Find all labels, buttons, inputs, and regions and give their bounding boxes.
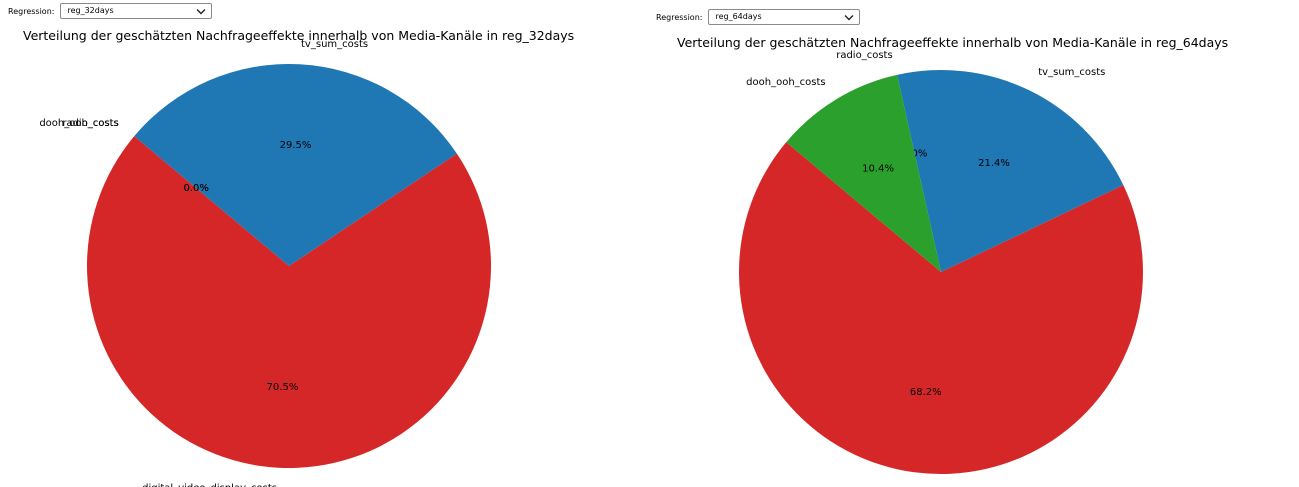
slice-label-tv-sum-costs: tv_sum_costs xyxy=(301,39,368,50)
regression-label: Regression: xyxy=(8,6,55,16)
chart-title: Verteilung der geschätzten Nachfrageeffe… xyxy=(23,28,575,43)
slice-label-dooh-ooh-costs: dooh_ooh_costs xyxy=(39,118,118,129)
pie-slice-tv-sum-costs xyxy=(897,70,1124,272)
chevron-down-icon xyxy=(844,15,854,21)
pie-slice-digital-video-display-costs xyxy=(87,136,491,468)
chart-panel-reg-64days: Regression: reg_64days Verteilung der ge… xyxy=(650,0,1299,487)
slice-label-radio-costs: radio_costs xyxy=(62,118,118,129)
pie-chart: digital_video_display_costs68.2%tv_sum_c… xyxy=(739,50,1143,475)
slice-percent-radio-costs: 0.0% xyxy=(183,183,208,194)
slice-percent-digital-video-display-costs: 70.5% xyxy=(267,382,299,393)
pie-slice-dooh-ooh-costs xyxy=(786,74,941,272)
slice-percent-dooh-ooh-costs: 0.0% xyxy=(183,183,208,194)
slice-label-radio-costs: radio_costs xyxy=(836,50,892,61)
slice-percent-dooh-ooh-costs: 10.4% xyxy=(862,163,894,174)
slice-label-tv-sum-costs: tv_sum_costs xyxy=(1038,67,1105,78)
regression-dropdown[interactable]: reg_32days xyxy=(60,3,213,19)
regression-control: Regression: reg_32days xyxy=(8,3,213,19)
regression-label: Regression: xyxy=(656,12,703,22)
slice-percent-tv-sum-costs: 21.4% xyxy=(978,158,1010,169)
chart-title: Verteilung der geschätzten Nachfrageeffe… xyxy=(677,35,1229,50)
pie-chart: digital_video_display_costs 70.5% tv_sum_c… xyxy=(39,39,491,487)
pie-slice-tv-sum-costs xyxy=(134,63,457,266)
slice-label-dooh-ooh-costs: dooh_ooh_costs xyxy=(746,77,825,88)
regression-dropdown-value: reg_32days xyxy=(67,6,114,15)
slice-percent-digital-video-display-costs: 68.2% xyxy=(910,387,942,398)
regression-dropdown[interactable]: reg_64days xyxy=(708,9,861,25)
pie-slice-digital-video-display-costs xyxy=(739,142,1143,475)
chevron-down-icon xyxy=(196,9,206,15)
slice-label-digital-video-display-costs: digital_video_display_costs xyxy=(142,483,277,487)
regression-dropdown-value: reg_64days xyxy=(715,12,762,21)
slice-percent-tv-sum-costs: 29.5% xyxy=(280,140,312,151)
chart-panel-reg-32days: Regression: reg_32days Verteilung der ge… xyxy=(0,0,645,487)
regression-control: Regression: reg_64days xyxy=(656,9,861,25)
